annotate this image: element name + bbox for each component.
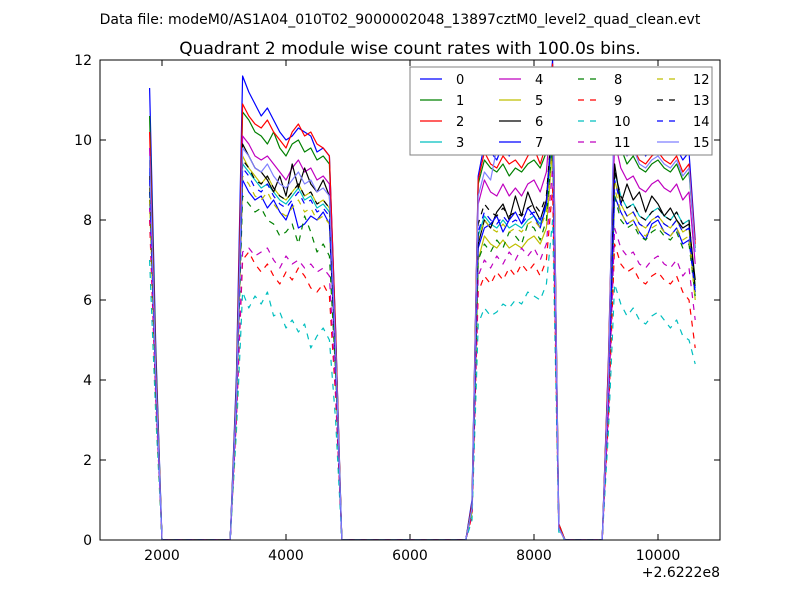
chart-title: Quadrant 2 module wise count rates with … — [179, 39, 640, 59]
legend-label-2: 2 — [456, 115, 464, 130]
legend-label-12: 12 — [693, 73, 710, 88]
legend-label-6: 6 — [535, 115, 543, 130]
x-offset-label: +2.6222e8 — [642, 565, 720, 581]
figure-suptitle: Data file: modeM0/AS1A04_010T02_90000020… — [100, 12, 701, 28]
legend-label-10: 10 — [614, 115, 631, 130]
x-tick-label: 4000 — [268, 548, 304, 564]
legend-label-9: 9 — [614, 94, 622, 109]
legend-label-0: 0 — [456, 73, 464, 88]
plot-frame — [99, 59, 721, 541]
legend-label-11: 11 — [614, 136, 631, 151]
y-tick-label: 8 — [83, 213, 92, 229]
legend-label-1: 1 — [456, 94, 464, 109]
x-tick-label: 8000 — [516, 548, 552, 564]
x-tick-label: 2000 — [144, 548, 180, 564]
y-tick-label: 4 — [83, 373, 92, 389]
x-tick-label: 10000 — [636, 548, 681, 564]
legend-label-8: 8 — [614, 73, 622, 88]
legend-label-7: 7 — [535, 136, 543, 151]
y-tick-label: 0 — [83, 533, 92, 549]
legend-label-3: 3 — [456, 136, 464, 151]
legend-label-4: 4 — [535, 73, 543, 88]
plot-clip — [149, 60, 696, 540]
y-tick-label: 2 — [83, 453, 92, 469]
x-tick-label: 6000 — [392, 548, 428, 564]
series-layer — [149, 60, 696, 540]
y-tick-label: 12 — [74, 53, 92, 69]
y-tick-label: 10 — [74, 133, 92, 149]
legend-frame — [409, 66, 713, 156]
legend-label-14: 14 — [693, 115, 710, 130]
x-axis: 2000 4000 6000 8000 10000 — [144, 60, 680, 564]
y-tick-label: 6 — [83, 293, 92, 309]
legend-label-13: 13 — [693, 94, 710, 109]
series-line-15 — [149, 79, 696, 540]
legend-label-5: 5 — [535, 94, 543, 109]
legend-label-15: 15 — [693, 136, 710, 151]
